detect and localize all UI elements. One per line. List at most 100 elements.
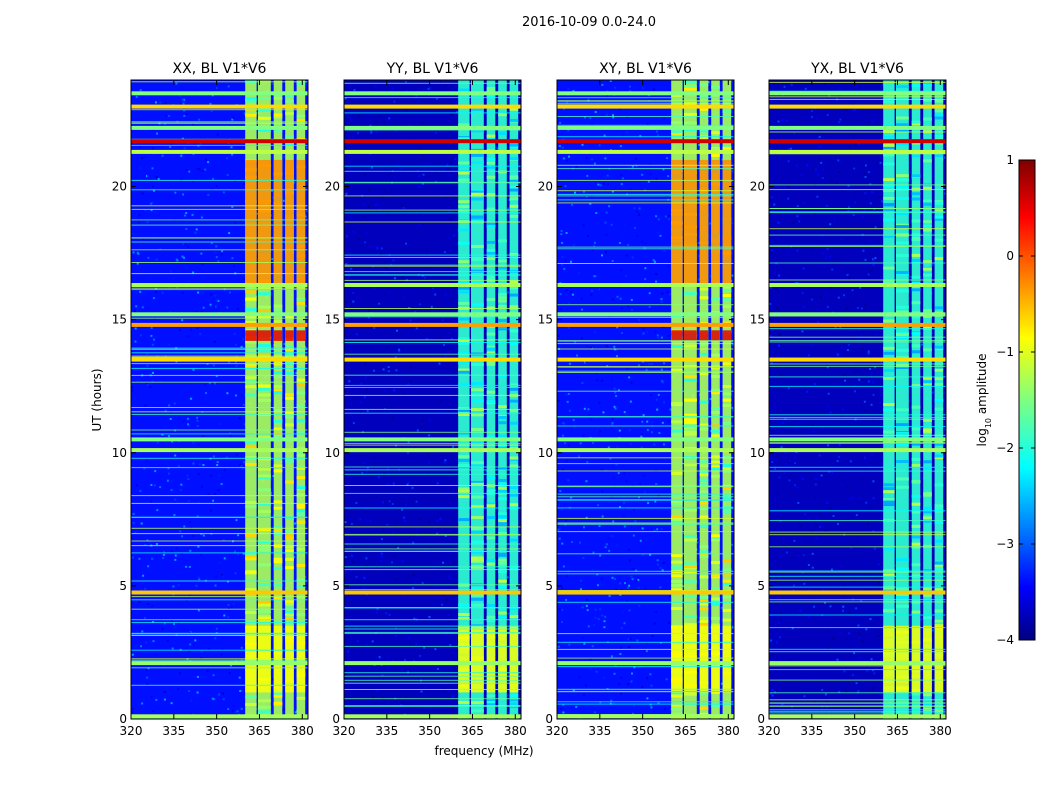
noise-cell	[369, 124, 372, 127]
noise-cell	[870, 372, 873, 375]
noise-cell	[627, 683, 630, 685]
noise-cell	[194, 231, 197, 234]
noise-cell	[790, 681, 793, 684]
rfi-thin-row	[557, 199, 734, 201]
noise-cell	[807, 564, 810, 566]
bright-epoch	[671, 625, 683, 693]
noise-cell	[404, 659, 407, 662]
noise-cell	[562, 146, 565, 149]
noise-cell	[192, 153, 195, 155]
noise-cell	[638, 319, 641, 322]
noise-cell	[207, 493, 210, 496]
noise-cell	[871, 487, 874, 490]
noise-cell	[139, 290, 142, 293]
band-texture	[883, 346, 895, 350]
band-texture	[471, 505, 484, 509]
noise-cell	[434, 247, 437, 250]
noise-cell	[212, 364, 215, 367]
noise-cell	[604, 157, 607, 160]
band-texture	[509, 280, 519, 284]
noise-cell	[921, 418, 924, 421]
band-texture	[509, 107, 519, 111]
noise-cell	[306, 210, 308, 213]
noise-cell	[195, 584, 198, 587]
noise-cell	[384, 293, 386, 296]
noise-cell	[838, 170, 840, 173]
noise-cell	[642, 328, 645, 330]
noise-cell	[632, 567, 635, 570]
band-texture	[498, 415, 507, 419]
noise-cell	[943, 576, 946, 579]
noise-cell	[824, 601, 826, 604]
noise-cell	[799, 474, 802, 477]
noise-cell	[908, 161, 911, 164]
noise-cell	[216, 464, 219, 466]
band-texture	[671, 517, 683, 521]
noise-cell	[655, 215, 658, 218]
band-texture	[486, 298, 496, 302]
noise-cell	[663, 250, 666, 252]
band-texture	[711, 616, 720, 620]
noise-cell	[197, 473, 200, 476]
noise-cell	[863, 208, 866, 211]
noise-cell	[557, 400, 560, 403]
noise-cell	[210, 509, 212, 512]
band-texture	[273, 375, 283, 379]
noise-cell	[393, 176, 396, 178]
band-texture	[509, 179, 519, 183]
noise-cell	[406, 90, 408, 93]
noise-cell	[448, 111, 451, 113]
noise-cell	[774, 351, 777, 354]
bright-epoch	[699, 159, 709, 285]
noise-cell	[660, 300, 663, 303]
noise-cell	[602, 182, 605, 185]
y-tick-label: 5	[545, 579, 553, 593]
noise-cell	[150, 209, 153, 212]
noise-cell	[732, 626, 734, 629]
noise-cell	[827, 96, 830, 99]
noise-cell	[858, 378, 861, 381]
band-texture	[245, 557, 257, 561]
noise-cell	[381, 195, 384, 198]
noise-cell	[872, 381, 875, 384]
band-texture	[285, 459, 294, 463]
rfi-thin-row	[557, 248, 734, 250]
noise-cell	[821, 426, 824, 429]
noise-cell	[366, 388, 368, 391]
rfi-thin-row	[557, 703, 734, 705]
noise-cell	[616, 295, 619, 298]
noise-cell	[623, 501, 625, 504]
noise-cell	[630, 95, 633, 97]
noise-cell	[655, 398, 658, 401]
noise-cell	[185, 212, 188, 214]
noise-cell	[450, 113, 453, 116]
noise-cell	[436, 515, 439, 518]
noise-cell	[382, 433, 385, 436]
noise-cell	[400, 280, 403, 283]
rfi-row	[557, 322, 734, 327]
noise-cell	[615, 587, 617, 590]
noise-cell	[583, 116, 586, 119]
noise-cell	[564, 185, 567, 188]
noise-cell	[367, 205, 370, 208]
band-texture	[273, 113, 283, 117]
noise-cell	[144, 543, 147, 546]
rfi-thin-row	[131, 289, 308, 291]
noise-cell	[670, 162, 673, 165]
noise-cell	[415, 643, 418, 646]
noise-cell	[852, 178, 855, 181]
band-texture	[285, 602, 294, 606]
noise-cell	[853, 580, 855, 583]
band-texture	[458, 410, 470, 414]
noise-cell	[383, 389, 386, 392]
noise-cell	[709, 101, 712, 104]
noise-cell	[776, 307, 779, 310]
noise-cell	[641, 360, 644, 363]
noise-cell	[805, 135, 808, 138]
noise-cell	[649, 414, 652, 417]
noise-cell	[241, 467, 244, 470]
noise-cell	[447, 236, 450, 239]
bright-epoch	[509, 625, 519, 693]
noise-cell	[869, 337, 872, 340]
noise-cell	[835, 82, 837, 85]
